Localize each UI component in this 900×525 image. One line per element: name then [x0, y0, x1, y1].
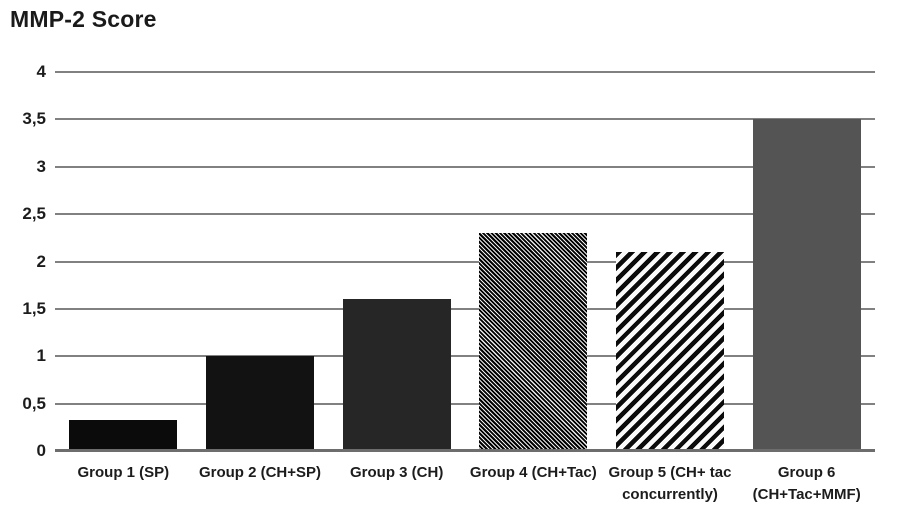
gridline — [55, 118, 875, 121]
bar-group-3 — [342, 299, 451, 451]
x-axis-category-label: Group 5 (CH+ tac concurrently) — [608, 464, 732, 503]
y-axis-tick-label: 2 — [36, 251, 46, 271]
y-axis-tick-label: 1,5 — [22, 298, 46, 318]
y-axis-tick-label: 2,5 — [22, 204, 46, 224]
y-axis-tick-label: 1 — [36, 346, 46, 366]
bar-group-2 — [206, 356, 314, 451]
x-axis-category-label: Group 6 (CH+Tac+MMF) — [752, 464, 861, 503]
x-axis-category-label: Group 3 (CH) — [349, 464, 444, 481]
y-axis-tick-label: 0,5 — [22, 393, 46, 413]
bar-group-5 — [616, 252, 724, 451]
gridline — [55, 355, 875, 358]
gridline — [55, 260, 875, 263]
chart-title: MMP-2 Score — [10, 6, 157, 32]
y-axis-tick-label: 4 — [36, 62, 46, 81]
y-axis-tick-label: 3,5 — [22, 109, 46, 129]
gridline — [55, 402, 875, 405]
x-axis-category-label: Group 4 (CH+Tac) — [469, 464, 597, 481]
plot-area — [55, 71, 875, 452]
gridline — [55, 307, 875, 310]
bar-group-4 — [479, 233, 588, 451]
y-axis-tick-label: 3 — [36, 156, 46, 176]
x-axis-line — [55, 449, 875, 452]
gridline — [55, 71, 875, 73]
y-axis-tick-label: 0 — [36, 441, 46, 460]
bar-group-6 — [752, 119, 861, 451]
gridline — [55, 165, 875, 168]
bar-group-1 — [69, 419, 178, 451]
x-axis-category-label: Group 2 (CH+SP) — [198, 464, 322, 481]
gridline — [55, 213, 875, 216]
x-axis-category-label: Group 1 (SP) — [77, 464, 170, 481]
